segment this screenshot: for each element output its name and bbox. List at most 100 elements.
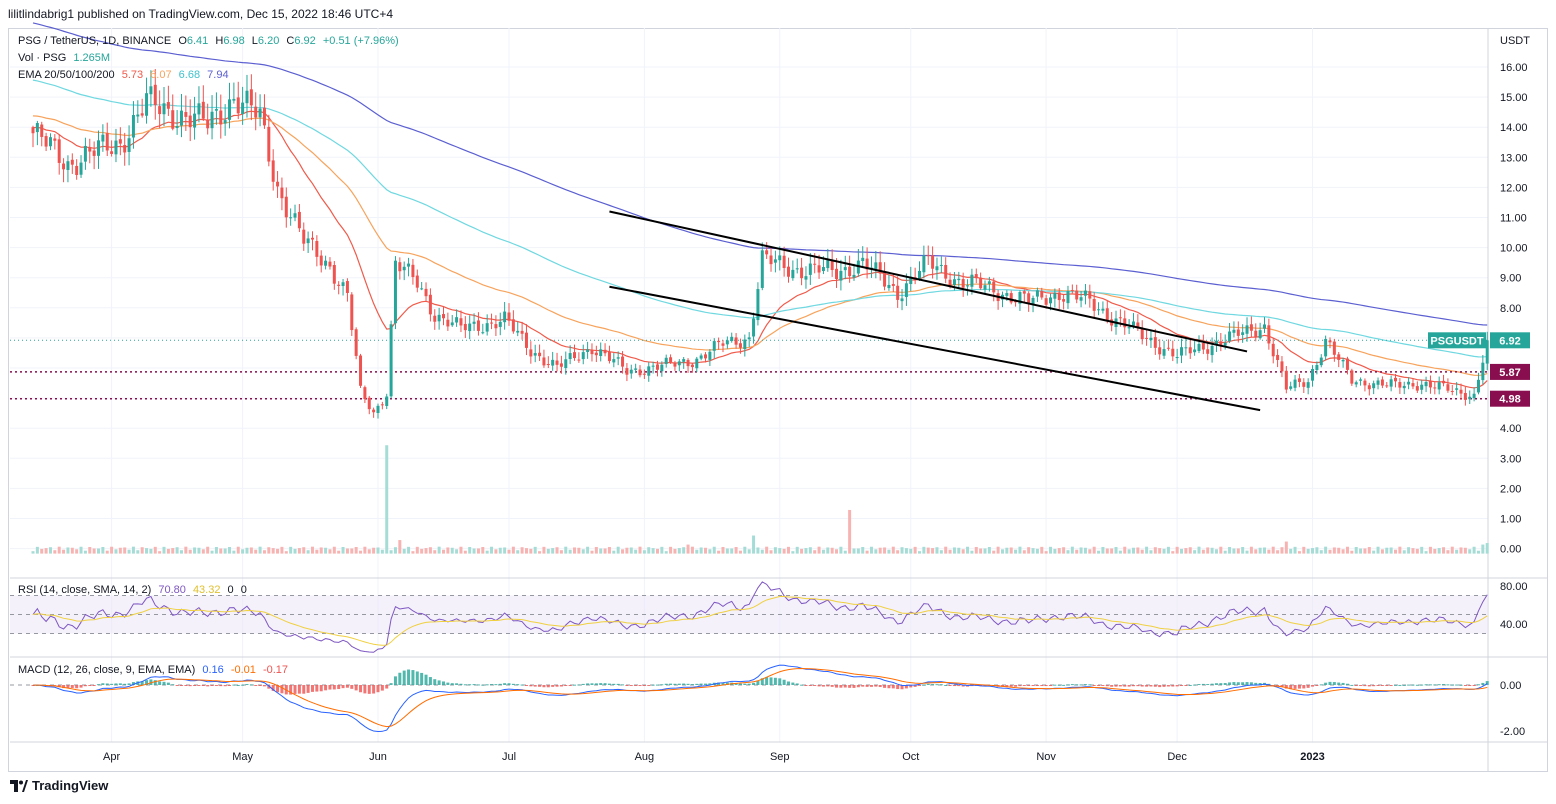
candle-body [660, 364, 664, 372]
macd-hist-bar [179, 685, 183, 686]
macd-hist-bar [594, 683, 598, 685]
ema200-line [32, 22, 1488, 326]
volume-bar [1223, 550, 1227, 554]
volume-bar [1385, 547, 1389, 554]
macd-hist-bar [1481, 682, 1485, 685]
macd-hist-bar [214, 685, 218, 686]
candle-body [83, 145, 87, 162]
candle-body [1066, 291, 1070, 304]
volume-bar [254, 549, 258, 554]
candle-body [310, 237, 314, 240]
volume-bar [1345, 546, 1349, 554]
signal-value: -0.01 [230, 664, 256, 676]
macd-hist-bar [1136, 685, 1140, 687]
candle-body [1249, 324, 1253, 331]
macd-hist-bar [765, 677, 769, 685]
macd-hist-bar [193, 685, 197, 686]
volume-bar [1083, 547, 1087, 554]
macd-hist-bar [359, 685, 363, 693]
candle-body [804, 276, 808, 280]
macd-hist-bar [1127, 685, 1131, 687]
volume-bar [1297, 551, 1301, 554]
macd-hist-bar [826, 685, 830, 687]
volume-bar [158, 551, 162, 554]
volume-bar [682, 547, 686, 554]
candle-body [756, 289, 760, 321]
candle-body [171, 110, 175, 129]
macd-hist-bar [131, 682, 135, 685]
macd-hist-bar [149, 679, 153, 685]
candle-body [647, 366, 651, 376]
volume-bar [79, 546, 83, 554]
volume-bar [1171, 551, 1175, 554]
candle-body [1376, 380, 1380, 385]
candle-body [201, 101, 205, 119]
candle-body [402, 266, 406, 271]
macd-hist-bar [1175, 685, 1179, 687]
price-tick: 8.00 [1500, 303, 1521, 315]
volume-bar [1092, 546, 1096, 554]
macd-hist-bar [926, 683, 930, 685]
candle-body [110, 151, 114, 154]
macd-hist-bar [1044, 685, 1048, 686]
rsi-zero-1: 0 [227, 584, 234, 596]
candle-body [214, 109, 218, 111]
volume-bar [424, 548, 428, 554]
volume-bar [743, 546, 747, 554]
macd-hist-bar [276, 685, 280, 693]
channel-upper-line [609, 210, 1248, 353]
volume-bar [258, 546, 262, 554]
candle-body [118, 139, 122, 144]
volume-bar [376, 547, 380, 554]
macd-hist-bar [232, 684, 236, 686]
candle-body [625, 368, 629, 375]
macd-hist-bar [162, 681, 166, 685]
volume-bar [935, 547, 939, 554]
volume-bar [861, 547, 865, 554]
volume-bar [1022, 550, 1026, 554]
volume-bar [856, 548, 860, 554]
candle-body [485, 323, 489, 332]
candle-body [944, 264, 948, 279]
candle-body [708, 351, 712, 360]
candle-body [136, 114, 140, 117]
candle-body [1149, 337, 1153, 341]
macd-hist-bar [704, 683, 708, 685]
macd-hist-bar [1101, 685, 1105, 686]
macd-hist-bar [603, 683, 607, 685]
tradingview-brand[interactable]: TradingView [10, 778, 108, 793]
macd-hist-bar [555, 685, 559, 687]
volume-bar [1027, 547, 1031, 554]
volume-bar [904, 548, 908, 554]
volume-bar [651, 548, 655, 554]
macd-hist-bar [249, 684, 253, 686]
time-tick: Aug [635, 751, 655, 763]
candle-body [1057, 292, 1061, 301]
macd-hist-bar [747, 683, 751, 685]
candle-body [328, 261, 332, 267]
macd-hist-bar [337, 685, 341, 690]
volume-bar [1105, 548, 1109, 554]
volume-bar [385, 445, 389, 554]
volume-bar [573, 547, 577, 554]
volume-bar [559, 550, 563, 554]
candle-body [642, 373, 646, 375]
time-tick: Nov [1036, 751, 1056, 763]
candle-body [1324, 338, 1328, 357]
macd-hist-bar [786, 681, 790, 685]
candle-body [1040, 290, 1044, 298]
candle-body [791, 269, 795, 279]
macd-hist-bar [1354, 685, 1358, 686]
macd-hist-bar [874, 685, 878, 687]
macd-hist-bar [158, 681, 162, 685]
candle-body [782, 255, 786, 268]
macd-hist-bar [651, 684, 655, 686]
symbol-title: PSG / TetherUS, 1D, BINANCE [18, 35, 172, 47]
macd-hist-bar [1031, 685, 1035, 686]
volume-bar [1350, 550, 1354, 554]
macd-hist-bar [957, 685, 961, 687]
volume-bar [647, 547, 651, 554]
volume-bar [830, 547, 834, 554]
macd-hist-bar [1075, 684, 1079, 686]
